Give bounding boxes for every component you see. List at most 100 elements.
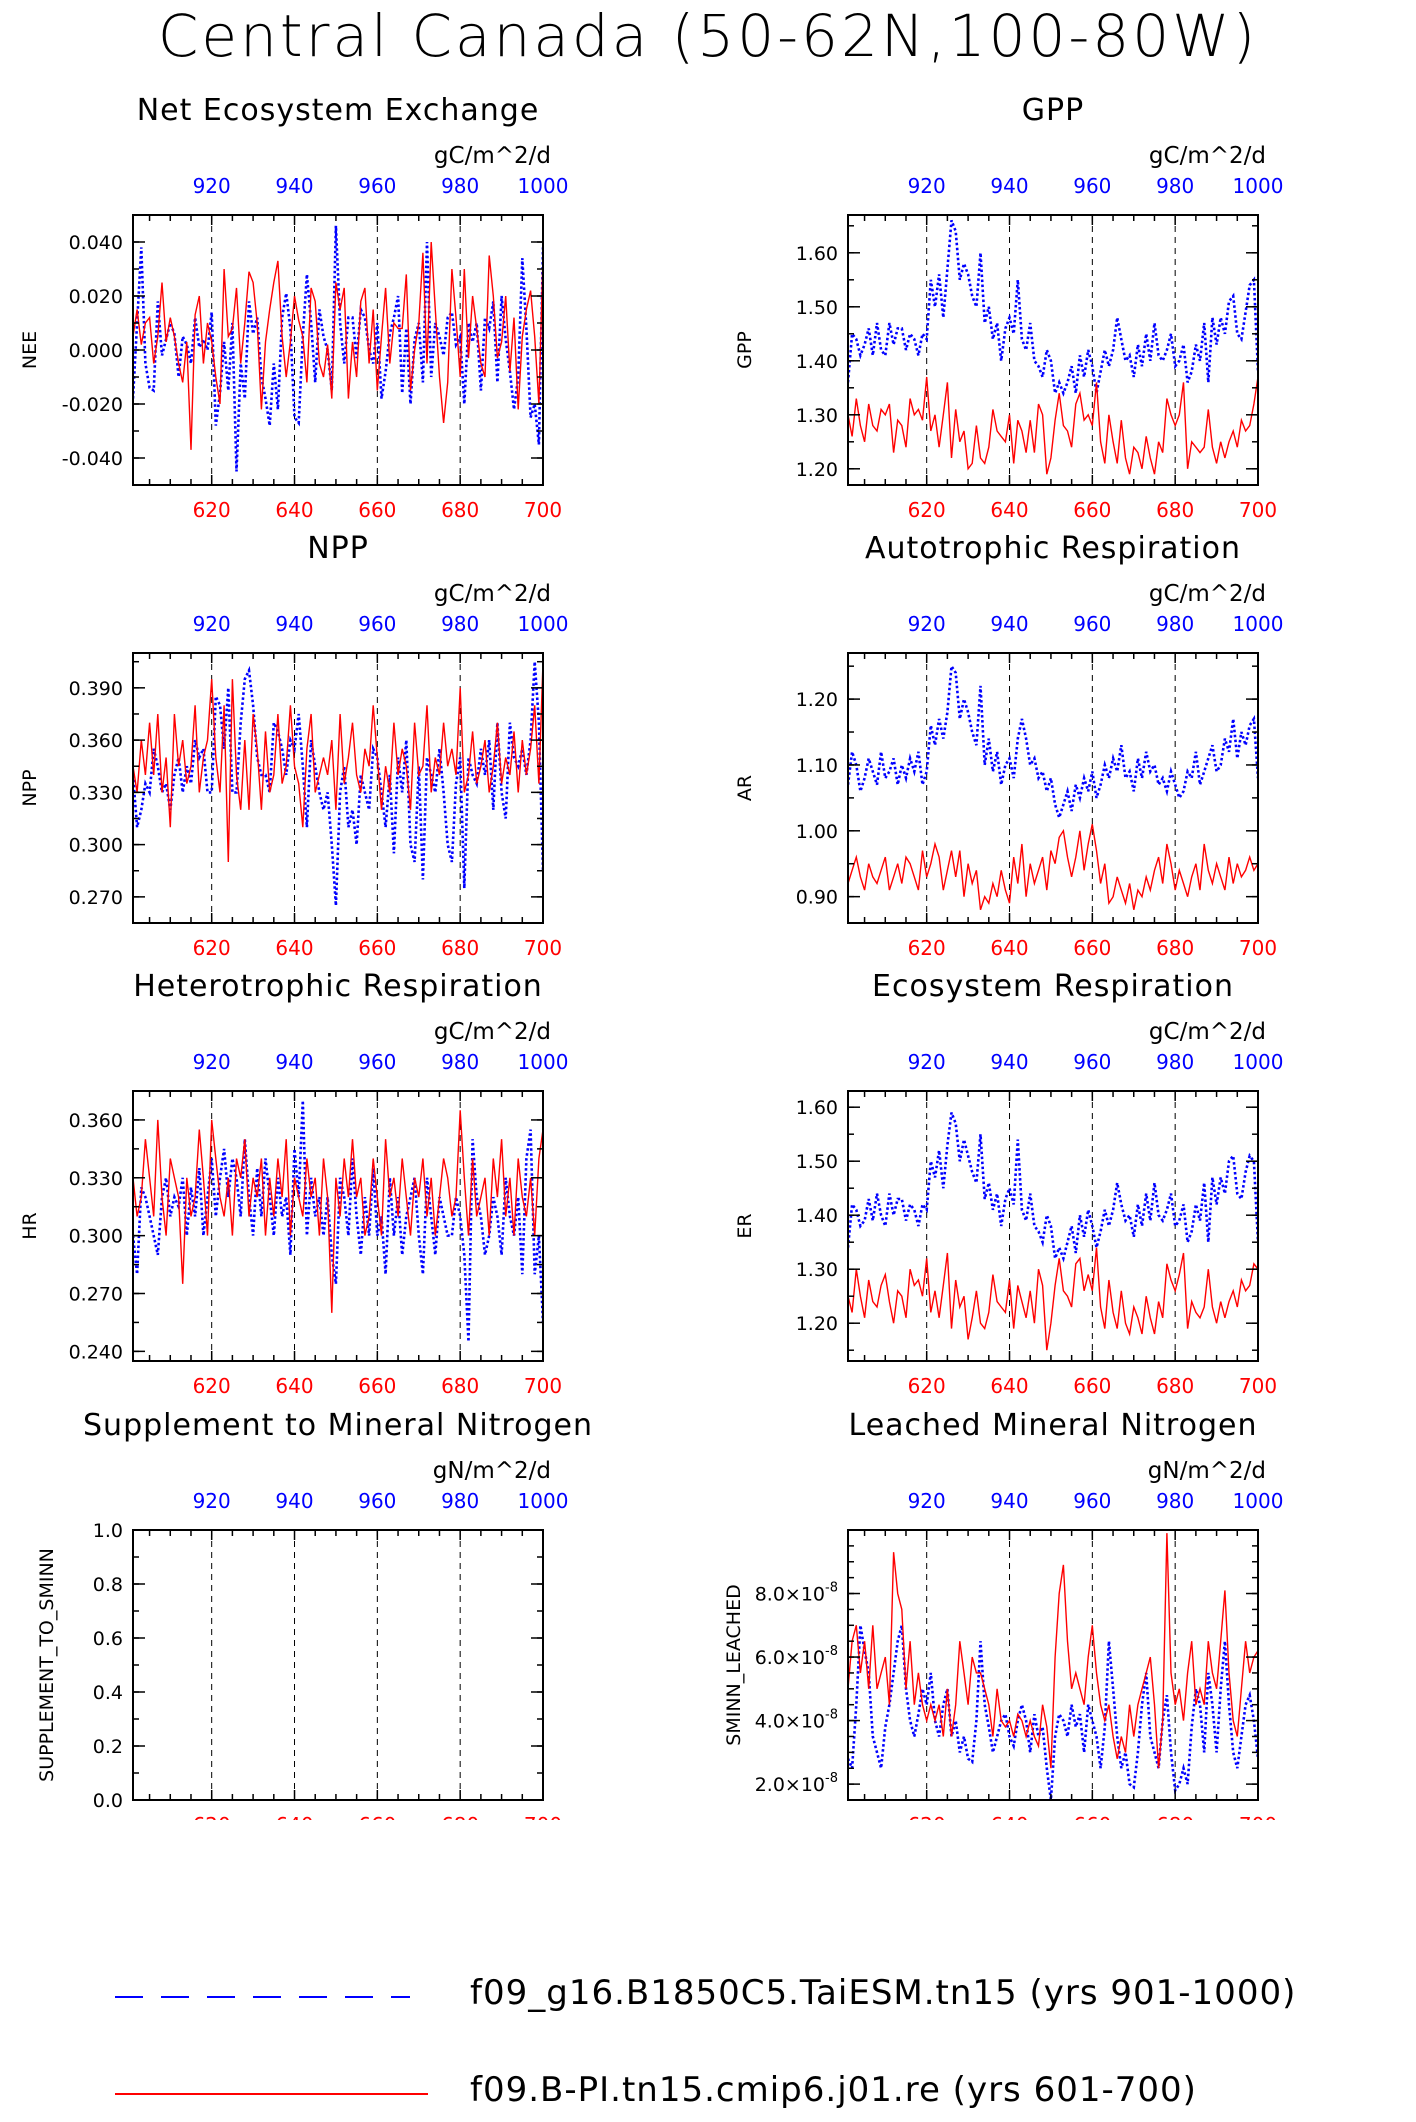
panel-units: gC/m^2/d xyxy=(434,143,551,169)
x2-tick-label: 1000 xyxy=(1233,1489,1284,1513)
x2-tick-label: 920 xyxy=(193,174,231,198)
series-line-blue xyxy=(848,662,1258,822)
y-axis-label: HR xyxy=(19,1212,41,1240)
x2-tick-label: 1000 xyxy=(1233,612,1284,636)
panel-units: gC/m^2/d xyxy=(434,1019,551,1045)
x2-tick-label: 1000 xyxy=(518,1489,569,1513)
x-tick-label: 620 xyxy=(908,1813,946,1820)
x2-tick-label: 920 xyxy=(193,1489,231,1513)
series-line-blue xyxy=(133,1100,543,1342)
y-tick-exponent: -8 xyxy=(825,1771,838,1786)
x-tick-label: 680 xyxy=(1156,936,1194,960)
panel-title: Autotrophic Respiration xyxy=(865,531,1241,566)
panel-title: NPP xyxy=(307,531,369,566)
panel-1: GPP gC/m^2/d GPP 620 640 660 680 700 920 940 960 98… xyxy=(734,93,1283,522)
series-line-blue xyxy=(848,219,1258,397)
x-tick-label: 640 xyxy=(275,1813,313,1820)
series-line-red xyxy=(133,661,543,863)
y-axis-label: ER xyxy=(734,1213,756,1238)
y-axis-label: AR xyxy=(734,775,756,801)
legend-entry-series-b: f09.B-PI.tn15.cmip6.j01.re (yrs 601-700) xyxy=(110,2062,1360,2122)
y-tick-label: 0.000 xyxy=(69,340,123,362)
plot-frame xyxy=(132,1090,544,1362)
x2-tick-label: 940 xyxy=(275,174,313,198)
y-tick-label: 1.20 xyxy=(796,459,838,481)
x-tick-label: 640 xyxy=(275,1374,313,1398)
legend-line-dashed xyxy=(115,1996,410,1998)
x-tick-label: 620 xyxy=(193,1813,231,1820)
y-tick-label: 1.60 xyxy=(796,243,838,265)
y-tick-label: 2.0×10-8 xyxy=(755,1771,838,1796)
y-tick-label: 0.300 xyxy=(69,835,123,857)
x2-tick-label: 940 xyxy=(990,1489,1028,1513)
x-tick-label: 660 xyxy=(358,1374,396,1398)
x2-tick-label: 1000 xyxy=(1233,174,1284,198)
y-tick-label: 1.0 xyxy=(93,1520,123,1542)
legend-entry-series-a: f09_g16.B1850C5.TaiESM.tn15 (yrs 901-100… xyxy=(110,1965,1360,2025)
y-axis-label: SMINN_LEACHED xyxy=(723,1584,745,1745)
x-tick-label: 640 xyxy=(275,498,313,522)
x-tick-label: 680 xyxy=(441,498,479,522)
x-tick-label: 620 xyxy=(908,498,946,522)
x-tick-label: 660 xyxy=(358,936,396,960)
panel-units: gC/m^2/d xyxy=(1149,143,1266,169)
x2-tick-label: 980 xyxy=(1156,612,1194,636)
x2-tick-label: 980 xyxy=(441,612,479,636)
panel-units: gC/m^2/d xyxy=(1149,1019,1266,1045)
plot-frame xyxy=(132,1529,544,1801)
panel-7: Leached Mineral Nitrogen gN/m^2/d SMINN_LE… xyxy=(723,1408,1283,1820)
x2-tick-label: 960 xyxy=(358,612,396,636)
x-tick-label: 660 xyxy=(1073,1374,1111,1398)
panel-units: gC/m^2/d xyxy=(1149,581,1266,607)
x2-tick-label: 960 xyxy=(358,1489,396,1513)
x2-tick-label: 980 xyxy=(441,1489,479,1513)
y-axis-label: NPP xyxy=(19,769,41,806)
x-tick-label: 680 xyxy=(441,1813,479,1820)
y-tick-label: 0.4 xyxy=(93,1682,123,1704)
x-tick-label: 660 xyxy=(1073,936,1111,960)
x2-tick-label: 940 xyxy=(275,1050,313,1074)
x-tick-label: 620 xyxy=(908,1374,946,1398)
series-line-blue xyxy=(133,225,543,472)
x-tick-label: 640 xyxy=(990,1813,1028,1820)
plot-frame xyxy=(847,214,1259,486)
plot-frame xyxy=(847,1529,1259,1801)
x-tick-label: 680 xyxy=(1156,1813,1194,1820)
x2-tick-label: 960 xyxy=(1073,1489,1111,1513)
x-tick-label: 700 xyxy=(524,936,562,960)
series-line-red xyxy=(848,1533,1258,1769)
y-tick-exponent: -8 xyxy=(825,1581,838,1596)
x-tick-label: 680 xyxy=(441,936,479,960)
x2-tick-label: 960 xyxy=(1073,1050,1111,1074)
y-tick-exponent: -8 xyxy=(825,1708,838,1723)
panel-4: Heterotrophic Respiration gC/m^2/d HR 620 64… xyxy=(19,969,568,1398)
x2-tick-label: 960 xyxy=(358,174,396,198)
y-tick-label: 0.240 xyxy=(69,1341,123,1363)
y-tick-label: 1.00 xyxy=(796,821,838,843)
x-tick-label: 640 xyxy=(275,936,313,960)
panel-6: Supplement to Mineral Nitrogen gN/m^2/d SU… xyxy=(36,1408,592,1820)
x-tick-label: 640 xyxy=(990,936,1028,960)
page-title: Central Canada (50-62N,100-80W) xyxy=(157,2,1259,70)
x2-tick-label: 960 xyxy=(1073,174,1111,198)
x-tick-label: 700 xyxy=(1239,1374,1277,1398)
series-line-blue xyxy=(848,1112,1258,1263)
y-tick-label: -0.020 xyxy=(62,394,123,416)
series-line-blue xyxy=(848,1624,1258,1800)
x2-tick-label: 980 xyxy=(1156,174,1194,198)
x-tick-label: 660 xyxy=(1073,1813,1111,1820)
x2-tick-label: 980 xyxy=(441,174,479,198)
series-line-blue xyxy=(133,661,543,906)
y-tick-label: 1.20 xyxy=(796,689,838,711)
x2-tick-label: 920 xyxy=(908,1050,946,1074)
x2-tick-label: 940 xyxy=(990,1050,1028,1074)
y-tick-label: 1.40 xyxy=(796,351,838,373)
x2-tick-label: 960 xyxy=(358,1050,396,1074)
x-tick-label: 680 xyxy=(1156,498,1194,522)
x2-tick-label: 1000 xyxy=(1233,1050,1284,1074)
y-tick-label: 1.50 xyxy=(796,297,838,319)
panel-5: Ecosystem Respiration gC/m^2/d ER 620 640 660… xyxy=(734,969,1283,1398)
y-tick-label: 0.020 xyxy=(69,286,123,308)
x-tick-label: 700 xyxy=(1239,1813,1277,1820)
x2-tick-label: 940 xyxy=(275,1489,313,1513)
